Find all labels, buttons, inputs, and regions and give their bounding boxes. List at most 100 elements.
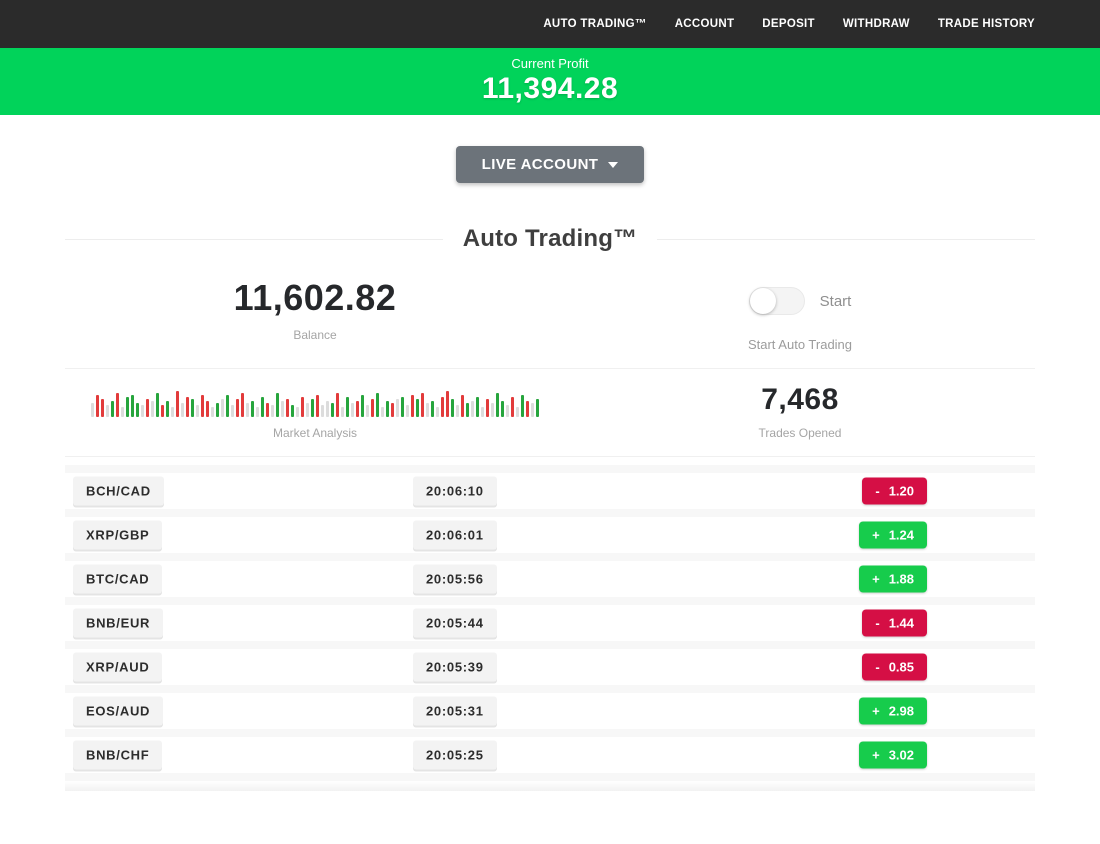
market-bar (211, 407, 214, 417)
market-bar (361, 395, 364, 417)
result-value: 3.02 (888, 747, 914, 763)
trade-row: BTC/CAD 20:05:56 + 1.88 (65, 553, 1035, 597)
market-bar (181, 403, 184, 417)
live-account-label: LIVE ACCOUNT (481, 156, 599, 173)
result-badge: - 0.85 (862, 653, 927, 681)
market-bar (516, 407, 519, 417)
nav-account[interactable]: ACCOUNT (674, 18, 735, 30)
market-bar (296, 407, 299, 417)
market-bar (376, 393, 379, 417)
auto-trading-toggle-stat: Start Start Auto Trading (565, 253, 1035, 368)
result-badge: + 1.24 (859, 521, 927, 549)
market-bar (196, 405, 199, 417)
market-bar (351, 403, 354, 417)
market-bar (251, 401, 254, 417)
nav-trade-history[interactable]: TRADE HISTORY (937, 18, 1035, 30)
market-bar (281, 401, 284, 417)
market-bar (271, 405, 274, 417)
market-bar (371, 399, 374, 417)
chevron-down-icon (608, 161, 619, 168)
market-bar (91, 403, 94, 417)
market-bar (526, 401, 529, 417)
market-bar (246, 403, 249, 417)
result-sign: + (872, 527, 880, 543)
stats-divider-2 (65, 456, 1035, 457)
balance-label: Balance (293, 328, 337, 342)
market-bar (141, 405, 144, 417)
market-bar (336, 393, 339, 417)
market-bar (326, 401, 329, 417)
market-bar (521, 395, 524, 417)
toggle-knob (749, 288, 776, 314)
market-bar (426, 403, 429, 417)
trades-opened-stat: 7,468 Trades Opened (565, 369, 1035, 456)
current-profit-label: Current Profit (511, 56, 589, 71)
time-badge: 20:05:25 (413, 740, 497, 770)
result-badge: + 3.02 (859, 741, 927, 769)
market-bar (136, 403, 139, 417)
market-bar (321, 405, 324, 417)
market-bar (151, 401, 154, 417)
result-badge: + 1.88 (859, 565, 927, 593)
time-badge: 20:05:31 (413, 696, 497, 726)
market-bar (431, 401, 434, 417)
result-value: 1.44 (888, 615, 914, 631)
live-account-button[interactable]: LIVE ACCOUNT (455, 146, 645, 183)
stats-row-1: 11,602.82 Balance Start Start Auto Tradi… (65, 253, 1035, 368)
market-bar (131, 395, 134, 417)
nav-auto-trading[interactable]: AUTO TRADING™ (543, 18, 647, 30)
trades-opened-label: Trades Opened (758, 426, 842, 440)
market-bar (156, 393, 159, 417)
time-badge: 20:05:56 (413, 564, 497, 594)
market-bar (436, 407, 439, 417)
market-bar (476, 397, 479, 417)
stats-panel: 11,602.82 Balance Start Start Auto Tradi… (65, 253, 1035, 456)
market-bar (466, 403, 469, 417)
heading-rule-left (65, 238, 443, 240)
toggle-caption: Start Auto Trading (747, 337, 853, 352)
market-bar (411, 395, 414, 417)
market-bar (391, 403, 394, 417)
auto-trading-toggle[interactable] (748, 287, 805, 315)
market-bar (381, 407, 384, 417)
market-bar (176, 391, 179, 417)
market-bar (266, 403, 269, 417)
pair-badge: BNB/CHF (73, 740, 163, 770)
current-profit-banner: Current Profit 11,394.28 (0, 48, 1100, 115)
result-sign: - (875, 659, 880, 675)
trade-row: BNB/EUR 20:05:44 - 1.44 (65, 597, 1035, 641)
market-bar (461, 395, 464, 417)
pair-badge: BTC/CAD (73, 564, 163, 594)
result-badge: + 2.98 (859, 697, 927, 725)
market-bar (421, 393, 424, 417)
result-value: 1.88 (888, 571, 914, 587)
time-badge: 20:06:10 (413, 476, 497, 506)
heading-rule-right (657, 238, 1035, 240)
time-badge: 20:05:39 (413, 652, 497, 682)
market-bar (506, 405, 509, 417)
market-bar (511, 397, 514, 417)
market-bar (121, 407, 124, 417)
pair-badge: XRP/GBP (73, 520, 163, 550)
market-bar (441, 397, 444, 417)
market-bar (356, 401, 359, 417)
nav-withdraw[interactable]: WITHDRAW (842, 18, 910, 30)
result-value: 2.98 (888, 703, 914, 719)
pair-badge: EOS/AUD (73, 696, 164, 726)
nav-deposit[interactable]: DEPOSIT (762, 18, 815, 30)
market-bar (101, 399, 104, 417)
market-bar (111, 401, 114, 417)
pair-badge: XRP/AUD (73, 652, 163, 682)
market-bar (241, 393, 244, 417)
trade-row: BNB/CHF 20:05:25 + 3.02 (65, 729, 1035, 773)
balance-stat: 11,602.82 Balance (65, 253, 565, 368)
stats-divider-1 (65, 368, 1035, 369)
result-badge: - 1.44 (862, 609, 927, 637)
stats-row-2: Market Analysis 7,468 Trades Opened (65, 369, 1035, 456)
result-sign: + (872, 703, 880, 719)
market-bar (171, 407, 174, 417)
market-bar (216, 403, 219, 417)
result-sign: + (872, 571, 880, 587)
market-bar (346, 397, 349, 417)
market-bar (226, 395, 229, 417)
